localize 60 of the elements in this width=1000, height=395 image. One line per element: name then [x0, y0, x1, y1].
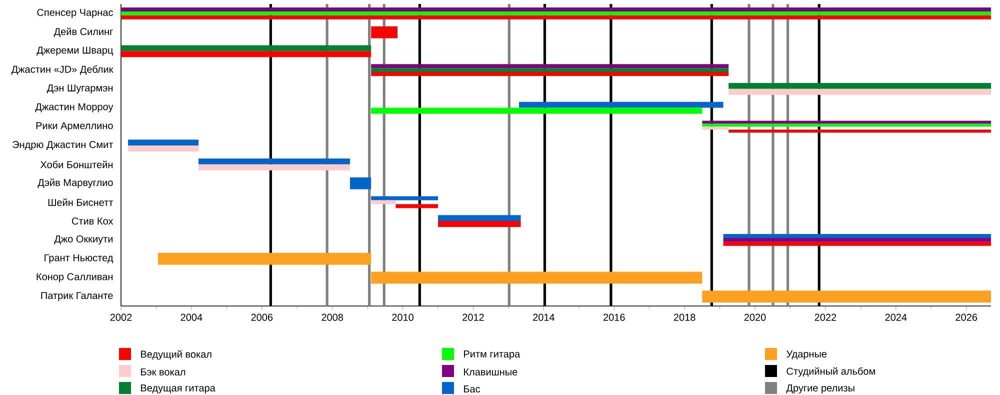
legend-label: Ударные: [786, 350, 827, 360]
bar: [121, 11, 992, 16]
y-tick-label: Джастин Морроу: [35, 103, 114, 112]
bar: [158, 252, 372, 265]
x-tick-label: 2026: [956, 314, 978, 321]
x-tick-label: 2004: [180, 314, 202, 321]
bar: [198, 158, 350, 164]
bar: [438, 215, 521, 222]
x-tick-label: 2006: [251, 314, 273, 321]
y-tick-label: Эндрю Джастин Смит: [12, 141, 114, 150]
bar: [128, 140, 198, 146]
legend-label: Ритм гитара: [464, 350, 520, 360]
x-tick-label: 2020: [744, 314, 766, 321]
y-tick-label: Джастин «JD» Деблик: [11, 65, 114, 75]
bar: [702, 290, 992, 303]
bar: [396, 204, 438, 208]
legend-label: Бэк вокал: [141, 368, 186, 376]
y-tick-label: Джо Оккиути: [54, 235, 113, 244]
bar: [728, 82, 992, 89]
bar: [728, 88, 992, 95]
x-tick-label: 2010: [392, 314, 414, 321]
bar: [702, 120, 992, 124]
y-tick-label: Дэйв Марвуглио: [38, 178, 113, 188]
x-tick-label: 2002: [110, 314, 132, 321]
bar: [723, 242, 992, 246]
bar: [198, 164, 350, 170]
bar: [371, 272, 702, 284]
y-tick-label: Хоби Бонштейн: [40, 160, 113, 168]
bar: [702, 124, 992, 127]
legend-label: Ведущий вокал: [141, 350, 212, 360]
y-tick-label: Шейн Биснетт: [48, 198, 114, 206]
y-tick-label: Рики Армеллино: [36, 122, 113, 132]
x-tick-label: 2016: [604, 314, 625, 321]
bar: [128, 146, 198, 152]
x-tick-label: 2022: [814, 314, 836, 321]
y-tick-label: Дейв Силинг: [54, 28, 113, 38]
legend-label: Студийный альбом: [786, 367, 875, 377]
x-tick-label: 2024: [885, 314, 907, 321]
legend-label: Бас: [464, 386, 480, 392]
x-tick-label: 2018: [674, 314, 696, 321]
bar: [121, 15, 992, 20]
y-tick-label: Конор Салливан: [36, 273, 113, 282]
bar: [121, 45, 372, 52]
x-tick-label: 2014: [533, 314, 554, 321]
y-tick-label: Спенсер Чарнас: [37, 8, 113, 18]
x-tick-label: 2012: [462, 314, 484, 321]
bar: [371, 72, 729, 76]
legend-label: Клавишные: [464, 368, 518, 376]
bar: [728, 130, 992, 133]
bar: [371, 64, 729, 68]
y-tick-label: Стив Кох: [72, 218, 114, 225]
bar: [121, 7, 992, 12]
y-tick-label: Патрик Галанте: [41, 292, 113, 302]
legend-label: Другие релизы: [786, 384, 854, 394]
y-tick-label: Дэн Шугармэн: [46, 84, 113, 94]
y-tick-label: Грант Ньюстед: [44, 254, 114, 264]
legend-label: Ведущая гитара: [141, 384, 216, 394]
y-tick-label: Джереми Шварц: [36, 46, 114, 56]
bar: [519, 102, 724, 108]
x-tick-label: 2008: [322, 314, 344, 321]
